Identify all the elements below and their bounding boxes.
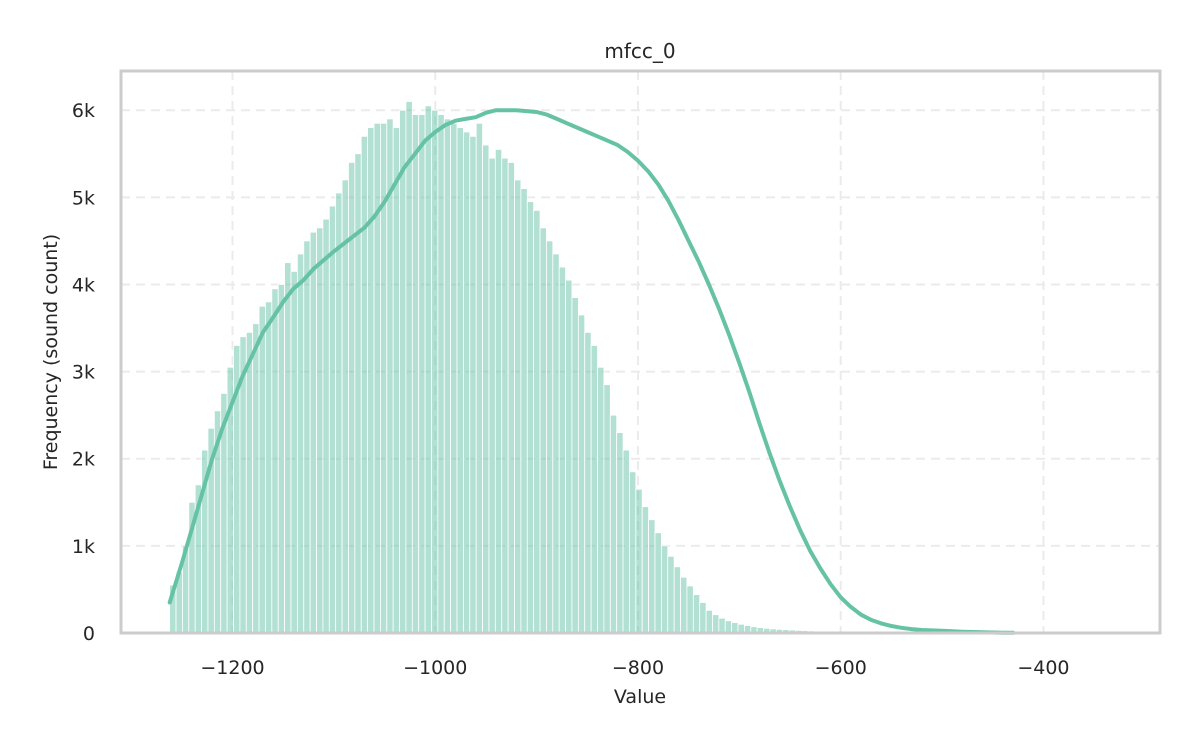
histogram-bar [718,617,726,634]
x-tick-label: −600 [815,657,867,679]
y-tick-label: 5k [72,187,95,209]
histogram-bar [603,384,611,634]
histogram-bar [558,266,566,634]
histogram-bar [609,414,618,634]
histogram-bar [712,614,720,634]
histogram-bar [520,188,528,634]
histogram-bar [271,288,279,634]
histogram-bar [367,127,375,634]
x-tick-label: −1200 [200,657,264,679]
histogram-bar [514,179,522,634]
histogram-bar [316,227,324,634]
histogram-bar [469,135,477,634]
histogram-bar [590,345,598,634]
histogram-bar [437,114,445,634]
histogram-bar [399,109,407,634]
histogram-bar [450,122,458,634]
kde-curve [167,108,1015,635]
histogram-bar [629,471,637,634]
histogram-bar [277,284,286,634]
histogram-bar [667,555,675,634]
y-tick-label: 4k [72,274,95,296]
histogram-bar [296,253,305,634]
histogram-bar [411,114,420,634]
histogram-bar [533,210,541,634]
histogram-bar [463,131,471,634]
histogram-bar [322,218,330,634]
histogram-bar [443,118,452,634]
histogram-bar [680,576,688,634]
histogram-bars [169,101,860,634]
histogram-bar [303,240,311,634]
histogram-bar [431,109,439,634]
histogram-bar [284,262,292,634]
y-tick-label: 3k [72,362,95,384]
histogram-bar [501,157,509,634]
histogram-bar [616,432,624,634]
histogram-bar [546,240,554,634]
histogram-bar [552,253,560,634]
histogram-bar [692,594,701,634]
histogram-bar [699,602,707,634]
histogram-bar [539,227,547,634]
histogram-bar [258,305,266,634]
histogram-bar [354,153,362,634]
histogram-bar [660,545,669,634]
histogram-bar [475,122,483,634]
histogram-bar [265,301,273,634]
histogram-bar [245,331,254,634]
histogram-bar [392,127,400,634]
histogram-bar [456,127,464,634]
y-tick-label: 1k [72,536,95,558]
histogram-bar [654,532,662,634]
histogram-bar [348,162,356,634]
histogram-bar [724,620,733,634]
histogram-bar [584,331,592,634]
histogram-bar [373,122,381,634]
histogram-bar [341,179,349,634]
histogram-bar [577,314,586,634]
histogram-bar [488,157,496,634]
histogram-bar [418,114,426,634]
x-tick-label: −1000 [403,657,467,679]
histogram-bar [290,271,298,634]
histogram-bar [622,449,630,634]
histogram-bar [571,297,579,634]
y-axis-label: Frequency (sound count) [40,234,62,470]
histogram-bar [641,506,650,634]
histogram-bar [648,519,656,634]
histogram-bar [565,279,573,634]
plot-frame [119,69,1162,635]
histogram-bar [252,323,260,634]
histogram-bar [686,585,694,634]
x-tick-label: −800 [612,657,664,679]
histogram-bar [731,622,739,634]
x-axis-label: Value [614,686,666,708]
histogram-bar [309,231,317,634]
y-tick-label: 0 [83,623,95,645]
histogram-bar [360,135,369,634]
x-tick-label: −400 [1017,657,1069,679]
histogram-bar [526,201,535,634]
histogram-bar [405,101,413,634]
histogram-bar [673,566,681,634]
histogram-bar [328,205,337,634]
y-tick-label: 2k [72,449,95,471]
tick-labels: −1200 −1000 −800 −600 −400 0 1k 2k 3k 4k 5k 6k [72,100,1070,679]
histogram-bar [335,192,343,634]
histogram-bar [705,609,713,634]
histogram-bar [597,366,605,634]
histogram-bar [507,162,515,634]
y-tick-label: 6k [72,100,95,122]
histogram-bar [635,488,643,634]
histogram-bar [424,105,432,634]
chart-title: mfcc_0 [604,39,675,63]
histogram-bar [482,144,490,634]
histogram-bar [494,149,503,634]
